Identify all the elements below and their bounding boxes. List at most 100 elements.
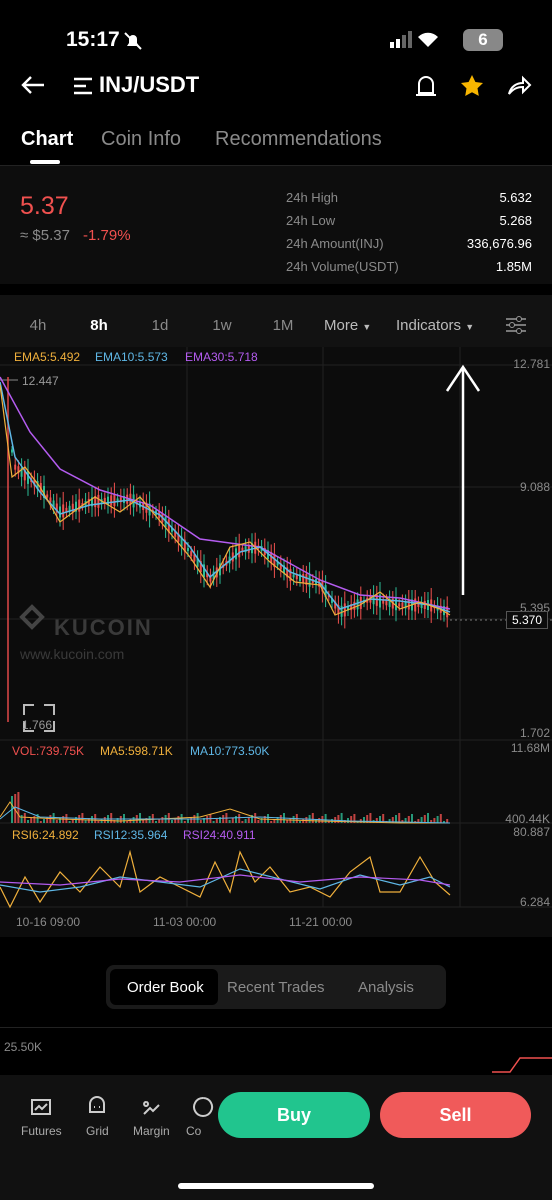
volume-bar [71, 819, 74, 823]
rsi12-line [0, 868, 451, 893]
volume-bar [46, 817, 49, 823]
candle-body [75, 501, 77, 512]
book-tab[interactable]: Analysis [358, 979, 414, 996]
divider [0, 1027, 552, 1028]
candle-body [238, 544, 241, 558]
volume-bar [398, 813, 401, 823]
volume-bar [379, 816, 381, 823]
interval[interactable]: 1w [212, 317, 232, 334]
candle-body [52, 500, 55, 508]
book-tab-active [110, 969, 218, 1005]
volume-bar [404, 818, 407, 823]
candle-body [23, 469, 26, 481]
tab[interactable]: Recommendations [215, 128, 382, 150]
price-axis-label: 1.702 [519, 726, 550, 740]
vol-ma-line [0, 801, 450, 824]
back-button[interactable] [20, 74, 46, 96]
kucoin-logo [19, 604, 45, 630]
candle-body [289, 569, 292, 582]
candle-body [420, 602, 423, 608]
stat-value: 336,676.96 [466, 236, 532, 251]
favorite-star[interactable] [459, 73, 485, 99]
sell-button[interactable]: Sell [380, 1092, 531, 1138]
vol-legend: MA5:598.71K [100, 744, 173, 758]
date-label: 11-21 00:00 [289, 915, 353, 929]
interval[interactable]: 1M [272, 317, 294, 334]
volume-bar [212, 821, 215, 823]
volume-bar [231, 818, 234, 823]
candle-body [353, 601, 356, 610]
candle-body [276, 561, 279, 566]
volume-bar [439, 814, 442, 823]
candle-body [177, 533, 180, 542]
volume-bar [158, 819, 161, 823]
stat-label: 24h Low [286, 213, 336, 228]
book-tab[interactable]: Recent Trades [227, 979, 325, 996]
pair-title[interactable]: INJ/USDT [99, 72, 200, 97]
volume-bar [436, 816, 439, 823]
share-icon[interactable] [506, 73, 532, 97]
candle-body [20, 467, 23, 477]
nav-icon [193, 1097, 214, 1117]
interval[interactable]: 8h [90, 317, 108, 334]
volume-bar [139, 813, 141, 823]
book-tab[interactable]: Order Book [127, 979, 204, 996]
candle-body [270, 551, 273, 563]
volume-axis-label: 400.44K [505, 812, 550, 826]
indicators-label: Indicators [396, 317, 462, 334]
candle-body [286, 567, 289, 578]
buy-button[interactable]: Buy [218, 1092, 370, 1138]
volume-bar [97, 821, 100, 823]
stat-label: 24h High [286, 190, 339, 205]
menu-icon[interactable] [72, 76, 94, 96]
nav-item[interactable]: Margin [133, 1124, 170, 1138]
ema30-line [0, 376, 451, 610]
volume-bar [443, 821, 445, 823]
signal-wifi [390, 31, 438, 48]
volume-bar [39, 821, 42, 823]
candle-body [11, 449, 13, 453]
volume-bar [36, 814, 39, 823]
settings-icon[interactable] [504, 314, 528, 336]
candle-body [273, 553, 276, 567]
volume-bar [446, 819, 449, 823]
candle-body [212, 571, 215, 580]
candle-body [43, 486, 45, 498]
volume-bar [110, 813, 113, 823]
volume-bar [433, 818, 436, 823]
alert-icon[interactable] [414, 73, 438, 99]
tab[interactable]: Chart [21, 128, 74, 150]
volume-bar [222, 815, 225, 823]
fullscreen-icon[interactable] [23, 704, 55, 732]
tab[interactable]: Coin Info [101, 128, 182, 150]
candle-body [190, 551, 193, 557]
volume-bar [401, 820, 404, 823]
candle-body [375, 594, 378, 606]
nav-item[interactable]: Futures [21, 1124, 62, 1138]
candle-body [87, 498, 90, 506]
nav-item[interactable]: Co [186, 1124, 202, 1138]
candle-body [404, 601, 407, 609]
indicators-button[interactable]: Indicators ▼ [396, 317, 475, 334]
volume-bar [427, 813, 429, 823]
grid [0, 347, 552, 908]
volume-bar [33, 816, 36, 823]
candle-body [356, 599, 359, 610]
depth-label: 25.50K [4, 1040, 43, 1054]
stat-value: 1.85M [495, 259, 532, 274]
ema10-line [0, 381, 451, 613]
interval[interactable]: 4h [29, 317, 47, 334]
tab-indicator [30, 160, 60, 164]
candle-body [203, 564, 205, 578]
volume-bar [382, 814, 385, 823]
candle-body [327, 594, 330, 598]
volume-bar [337, 815, 340, 823]
volume-bar [244, 819, 247, 823]
status-time: 15:17 [66, 28, 120, 51]
nav-item[interactable]: Grid [86, 1124, 109, 1138]
candle-body [55, 503, 58, 513]
candle-body [359, 596, 362, 609]
interval[interactable]: 1d [151, 317, 169, 334]
more-button[interactable]: More ▼ [324, 317, 372, 334]
